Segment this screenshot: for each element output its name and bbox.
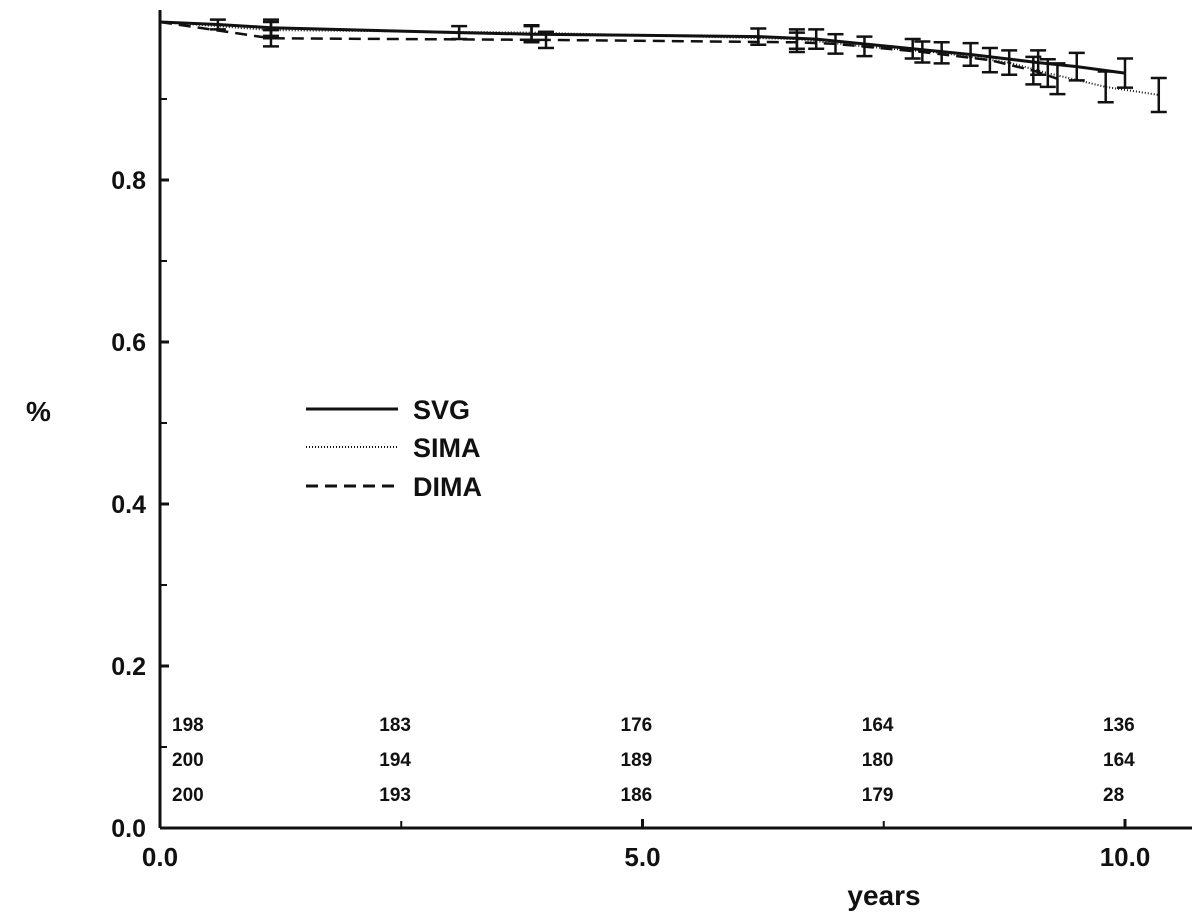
y-tick-label-0-4: 0.4 xyxy=(111,491,146,519)
series-dima xyxy=(159,20,1066,96)
series-line-svg xyxy=(159,20,1126,75)
legend-item-dima: DIMA xyxy=(306,472,482,502)
legend-item-sima: SIMA xyxy=(306,433,481,463)
at-risk-cell-row3-col5: 28 xyxy=(1103,785,1124,806)
error-bar-dima xyxy=(981,46,998,74)
at-risk-cell-row1-col2: 183 xyxy=(379,715,411,736)
axes xyxy=(158,10,1192,830)
error-bar-dima xyxy=(788,31,805,54)
error-bar-dima xyxy=(827,32,844,55)
x-tick-label-0-0: 0.0 xyxy=(142,842,178,872)
x-tick-label-10-0: 10.0 xyxy=(1100,842,1151,872)
axis-ticks: 0.0 0.2 0.4 0.6 0.8 0.0 5.0 10.0 xyxy=(111,98,1151,872)
at-risk-cell-row1-col5: 136 xyxy=(1103,715,1135,736)
legend-label-sima: SIMA xyxy=(413,433,481,463)
at-risk-cell-row1-col3: 176 xyxy=(621,715,653,736)
error-bar-sima xyxy=(1150,76,1167,114)
error-bar-svg xyxy=(808,28,825,51)
at-risk-cell-row3-col3: 186 xyxy=(621,785,653,806)
legend-label-dima: DIMA xyxy=(413,472,482,502)
at-risk-cell-row2-col1: 200 xyxy=(172,750,204,771)
error-bar-sima xyxy=(1001,49,1018,76)
legend-label-svg: SVG xyxy=(413,395,470,425)
error-bar-dima xyxy=(914,40,931,64)
error-bar-svg xyxy=(962,41,979,68)
error-bar-dima xyxy=(1049,62,1066,96)
y-tick-label-0-6: 0.6 xyxy=(111,329,146,357)
series-svg xyxy=(159,18,1133,89)
error-bar-svg xyxy=(1068,51,1085,82)
error-bar-sima xyxy=(933,41,950,65)
y-tick-label-0-2: 0.2 xyxy=(111,653,146,681)
y-tick-label-0-0: 0.0 xyxy=(111,815,146,843)
error-bar-dima xyxy=(538,30,554,50)
error-bar-dima xyxy=(1025,55,1042,86)
at-risk-cell-row2-col3: 189 xyxy=(621,750,653,771)
x-tick-label-5-0: 5.0 xyxy=(624,842,660,872)
error-bar-sima xyxy=(1097,70,1114,104)
at-risk-cell-row3-col1: 200 xyxy=(172,785,204,806)
survival-curves xyxy=(159,18,1167,114)
at-risk-cell-row3-col2: 193 xyxy=(379,785,411,806)
error-bar-svg xyxy=(1117,57,1133,89)
y-axis-title: % xyxy=(26,396,51,427)
at-risk-cell-row2-col2: 194 xyxy=(379,750,411,771)
error-bar-dima xyxy=(262,28,279,48)
at-risk-cell-row1-col1: 198 xyxy=(172,715,204,736)
at-risk-cell-row2-col5: 164 xyxy=(1103,750,1135,771)
at-risk-cell-row3-col4: 179 xyxy=(862,785,894,806)
legend-item-svg: SVG xyxy=(306,395,470,425)
at-risk-cell-row2-col4: 180 xyxy=(862,750,894,771)
legend: SVG SIMA DIMA xyxy=(306,395,482,502)
error-bar-svg xyxy=(904,37,921,60)
x-axis-title: years xyxy=(847,880,920,911)
error-bar-sima xyxy=(1039,58,1056,89)
at-risk-cell-row1-col4: 164 xyxy=(862,715,894,736)
at-risk-table: 198 183 176 164 136 200 194 189 180 164 200 193 186 1… xyxy=(172,715,1135,806)
y-tick-label-0-8: 0.8 xyxy=(111,167,146,195)
